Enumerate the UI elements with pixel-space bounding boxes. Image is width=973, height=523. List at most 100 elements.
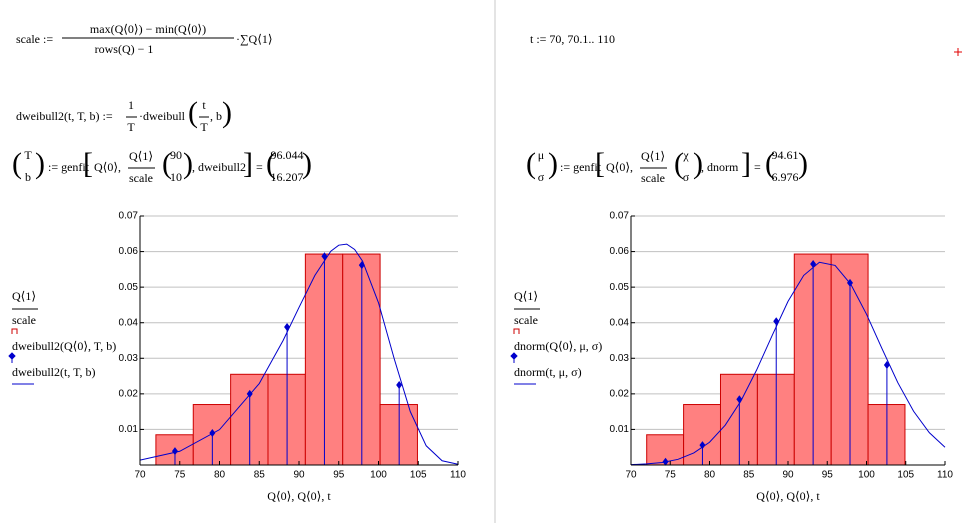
y-tick-label: 0.07 [610,211,630,222]
y-tick-label: 0.03 [610,353,630,364]
formula-text: T [24,148,32,162]
legend-label: scale [514,313,538,327]
formula-text: 10 [170,170,182,184]
formula-text: σ [683,170,690,184]
legend-label: dweibull2(Q⟨0⟩, T, b) [12,339,116,353]
y-tick-label: 0.04 [610,317,630,328]
formula-text: , dweibull2 [192,160,246,174]
x-tick-label: 105 [897,470,914,481]
formula-text: 96.044 [271,148,304,162]
y-tick-label: 0.01 [119,424,139,435]
paren: ( [12,147,22,180]
y-tick-label: 0.02 [119,388,139,399]
formula-text: , b [210,109,222,123]
y-tick-label: 0.07 [119,211,139,222]
x-tick-label: 95 [333,470,345,481]
legend-label: dnorm(Q⟨0⟩, μ, σ) [514,339,602,353]
formula-text: σ [538,170,545,184]
genfit-left: ( T b ) := genfit [ Q⟨0⟩, Q⟨1⟩ scale ( 9… [12,147,312,185]
stem-marker [883,361,890,370]
legend-swatch [513,328,520,334]
formula-text: rows(Q) − 1 [95,42,154,56]
formula-text: ·dweibull [139,109,186,123]
formula-text: Q⟨1⟩ [129,149,153,163]
formula-text: Q⟨0⟩, [94,160,121,174]
legend-label: scale [12,313,36,327]
x-tick-label: 90 [293,470,305,481]
formula-text: = [754,160,761,174]
paren: ( [526,147,536,180]
x-axis-label: Q⟨0⟩, Q⟨0⟩, t [756,489,820,503]
stem-marker [396,380,403,389]
fit-curve [630,261,946,466]
y-tick-label: 0.06 [610,246,630,257]
formula-text: Q⟨0⟩, [606,160,633,174]
paren: ) [222,96,232,129]
y-tick-label: 0.01 [610,424,630,435]
y-tick-label: 0.02 [610,388,630,399]
cursor-crosshair [954,48,962,56]
formula-text: 16.207 [271,170,304,184]
formula-text: := genfit [560,160,602,174]
y-tick-label: 0.06 [119,246,139,257]
legend-swatch [8,352,16,363]
legend-swatch [11,328,18,334]
x-tick-label: 70 [625,470,637,481]
formula-text: t := 70, 70.1.. 110 [530,32,615,46]
paren: ) [693,147,703,180]
paren: ( [188,96,198,129]
x-tick-label: 75 [174,470,186,481]
formula-text: 90 [170,148,182,162]
bracket: ] [741,147,751,180]
x-tick-label: 110 [937,470,953,481]
paren: ) [35,147,45,180]
fit-curve [139,243,459,465]
bracket: [ [83,147,93,180]
paren: ) [548,147,558,180]
x-tick-label: 75 [665,470,677,481]
x-axis-label: Q⟨0⟩, Q⟨0⟩, t [267,489,331,503]
x-tick-label: 100 [858,470,875,481]
x-tick-label: 95 [822,470,834,481]
stem-marker [699,441,706,450]
paren: ( [266,147,276,180]
formula-text: t [202,98,206,112]
formula-text: 6.976 [772,170,799,184]
x-tick-label: 105 [410,470,427,481]
formula-text: = [256,160,263,174]
formula-text: dweibull2(t, T, b) := [16,109,113,123]
formula-text: 94.61 [772,148,799,162]
legend-label: Q⟨1⟩ [514,289,538,303]
x-tick-label: 100 [370,470,387,481]
paren: ( [765,147,775,180]
formula-text: μ [538,148,544,162]
legend-label: dweibull2(t, T, b) [12,365,96,379]
formula-text: ·∑Q⟨1⟩ [236,32,273,46]
x-tick-label: 110 [450,470,466,481]
paren: ) [302,147,312,180]
formula-text: scale [129,171,153,185]
paren: ) [798,147,808,180]
formula-text: Q⟨1⟩ [641,149,665,163]
x-tick-label: 85 [743,470,755,481]
legend-swatch [510,352,518,363]
y-tick-label: 0.05 [610,282,630,293]
formula-text: , dnorm [701,160,739,174]
paren: ) [183,147,193,180]
paren: ( [162,147,172,180]
x-tick-label: 85 [254,470,266,481]
y-tick-label: 0.03 [119,353,139,364]
formula-text: b [25,170,31,184]
legend-label: dnorm(t, μ, σ) [514,365,582,379]
formula-text: 1 [128,98,134,112]
formula-text: T [200,120,208,134]
y-tick-label: 0.05 [119,282,139,293]
bracket: [ [595,147,605,180]
x-tick-label: 80 [704,470,716,481]
x-tick-label: 90 [782,470,794,481]
formula-text: χ [682,148,689,162]
y-tick-label: 0.04 [119,317,139,328]
formula-text: max(Q⟨0⟩) − min(Q⟨0⟩) [90,22,206,36]
formula-text: scale [641,171,665,185]
